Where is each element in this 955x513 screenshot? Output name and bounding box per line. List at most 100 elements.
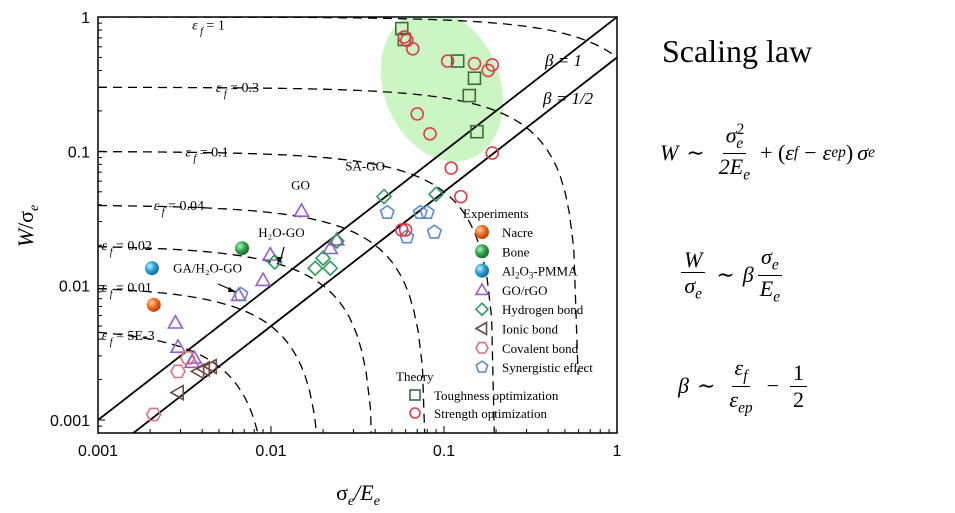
beta-1-label: β = 1: [544, 51, 582, 70]
eq1-close: ): [845, 139, 854, 165]
data-point: [444, 161, 458, 175]
data-point: [426, 224, 443, 239]
legend-label: Hydrogen bond: [502, 302, 584, 317]
data-point: [235, 241, 250, 256]
annotation-arrowhead: [228, 287, 236, 292]
annotation-label: GO: [291, 177, 310, 192]
eq1-sigma-sub: e: [868, 143, 875, 161]
equation-beta-definition: β ∼ εf εep − 1 2: [678, 356, 810, 416]
data-point: [467, 56, 482, 71]
theory-line-beta-1: [131, 56, 617, 433]
annotation-label: SA-GO: [345, 158, 385, 173]
eq2-num-l: W: [684, 246, 703, 272]
data-point: [233, 286, 249, 301]
data-point: [144, 261, 159, 276]
legend-label: Covalent bond: [502, 341, 579, 356]
legend-label: Synergistic effect: [502, 360, 593, 375]
series-bone: [235, 241, 250, 256]
eq1-num-sub: e: [736, 134, 744, 152]
data-point: [453, 189, 468, 204]
eq1-plus-open: + (: [760, 139, 786, 165]
data-point: [450, 54, 465, 68]
legend-label: Ionic bond: [502, 322, 558, 337]
data-point: [485, 58, 500, 72]
data-point: [293, 202, 310, 217]
series-toughness-optimization: [394, 21, 484, 139]
data-point: [423, 127, 437, 141]
eq3-minus: −: [766, 373, 780, 399]
data-point: [328, 231, 346, 246]
eps-f-label-3: ε f = 0.04: [154, 199, 204, 218]
series-al2o3-pmma: [144, 261, 159, 276]
data-point: [328, 232, 345, 250]
eq2-beta: β: [742, 262, 754, 288]
data-point: [314, 250, 332, 267]
y-tick-label: 1: [81, 10, 90, 27]
series-go-rgo: [167, 202, 346, 369]
x-tick-label: 0.001: [78, 443, 118, 460]
eq1-minus: −: [804, 139, 817, 165]
legend-label: GO/rGO: [502, 283, 548, 298]
data-point: [146, 297, 161, 312]
scaling-law-title: Scaling law: [662, 33, 813, 69]
series-covalent-bond: [145, 350, 196, 422]
annotation-arrowhead: [277, 257, 283, 264]
eq1-num: σ: [725, 122, 737, 148]
data-point: [261, 246, 279, 261]
data-point: [485, 146, 500, 160]
eq2-right-fraction: σe Ee: [757, 245, 783, 305]
legend-marker: [474, 282, 490, 296]
eps-f-label-4: ε f = 0.02: [102, 239, 152, 258]
eps-f-label-2: ε f = 0.1: [185, 145, 228, 164]
eq1-den: 2E: [718, 153, 744, 179]
eq1-eps-sub: f: [793, 143, 799, 161]
legend-marker: [409, 389, 421, 401]
data-point: [440, 54, 455, 68]
legend-marker: [475, 225, 489, 239]
eq3-den: ε: [729, 386, 739, 412]
data-point: [169, 384, 184, 401]
legend-marker: [474, 302, 490, 317]
data-point: [145, 407, 162, 422]
data-point: [167, 314, 184, 329]
plot-clip-group: [98, 17, 617, 433]
eq1-sigma: σ: [857, 139, 869, 165]
legend-label: Toughness optimization: [434, 388, 559, 403]
data-point: [397, 30, 412, 44]
eps-f-label-6: ε f = 5E-3: [102, 329, 155, 348]
series-nacre: [146, 297, 161, 312]
x-tick-label: 1: [613, 443, 622, 460]
legend-group-title: Experiments: [463, 206, 529, 221]
eps-f-label-0: ε f = 1: [192, 18, 225, 37]
data-point: [467, 71, 482, 86]
eq2-den-l: σ: [684, 272, 696, 298]
data-point: [379, 204, 395, 219]
legend-marker: [409, 407, 421, 419]
data-point: [462, 88, 477, 103]
eq1-lhs: W: [660, 139, 679, 165]
data-point: [322, 260, 339, 277]
legend-label: Nacre: [502, 225, 533, 240]
eq3-half-den: 2: [793, 386, 805, 412]
annotation-label: H₂O-GO: [258, 225, 304, 240]
legend-label: Bone: [502, 244, 530, 259]
eq2-den-r: E: [759, 275, 774, 301]
eq1-eps-ep: ε: [822, 139, 832, 165]
legend-marker: [474, 321, 488, 336]
data-point: [183, 353, 201, 369]
eq1-den-sub: e: [743, 166, 751, 184]
data-point: [375, 188, 393, 205]
series-ionic-bond: [169, 358, 218, 401]
data-point: [398, 223, 413, 237]
data-point: [419, 204, 435, 219]
legend-label: Strength optimization: [434, 406, 548, 421]
x-axis-label: σe/Ee: [336, 480, 380, 509]
eq1-fraction: σ2e 2Ee: [716, 121, 753, 184]
eq2-num-r-sub: e: [771, 256, 779, 274]
y-tick-label: 0.001: [50, 413, 90, 430]
data-point: [405, 41, 420, 56]
eq2-num-r: σ: [761, 244, 772, 269]
legend: Experiments Nacre Bone Al2O3-PMMA GO/rGO Hydr…: [396, 206, 593, 421]
data-point: [394, 21, 409, 36]
